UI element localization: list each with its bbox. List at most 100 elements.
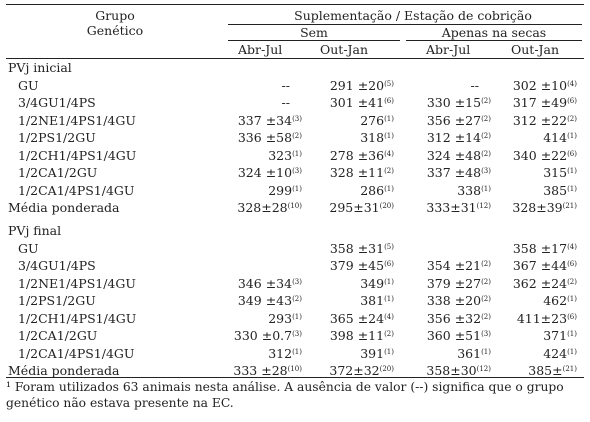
header-apenas: Apenas na secas [441,25,547,40]
cell-value: 330 ±0.7 [233,328,293,343]
row-label: 1/2NE1/4PS1/4GU [18,112,136,128]
table-cell: 330 ±15(2) [394,94,491,111]
table-cell: 312(1) [222,345,302,362]
table-cell: 291 ±20(5) [302,77,394,94]
table-cell: 365 ±24(4) [302,310,394,327]
table-cell: 391(1) [302,345,394,362]
table-cell: 360 ±51(3) [394,327,491,344]
header-sem: Sem [300,25,328,40]
table-cell [222,240,302,257]
table-cell: 336 ±58(2) [222,129,302,146]
cell-note: (2) [481,149,491,158]
row-label: GU [18,77,39,93]
cell-value: 315 [543,165,568,180]
cell-note: (4) [567,242,577,251]
table-row: 1/2CH1/4PS1/4GU 323(1) 278 ±36(4) 324 ±48(2… [0,147,590,164]
cell-note: (2) [292,132,302,140]
cell-value: 354 ±21 [426,258,482,273]
header-suplementacao: Suplementação / Estação de cobrição [294,8,532,23]
header-grupo: Grupo [95,8,135,23]
cell-note: (6) [567,149,577,158]
header-period-3: Abr-Jul [426,42,471,57]
cell-note: (21) [562,202,577,210]
cell-value: 338 [457,182,482,198]
table-row: 1/2CA1/2GU 330 ±0.7(3) 398 ±11(2) 360 ±51(3… [0,327,590,344]
cell-value: 302 ±10 [512,77,568,93]
cell-note: (1) [567,330,577,338]
cell-value: 328±39 [512,200,563,215]
cell-value: 424 [543,345,568,361]
cell-value: 381 [360,293,385,308]
table-cell: 302 ±10(4) [491,77,577,94]
table-cell: 362 ±24(2) [491,275,577,292]
table-cell: 293(1) [222,310,302,327]
footnote: ¹ Foram utilizados 63 animais nesta anál… [6,380,564,410]
cell-note: (20) [379,202,394,210]
table-cell: 323(1) [222,147,302,164]
section-title: PVj inicial [0,59,590,76]
cell-note: (2) [481,114,491,123]
table-cell: 318(1) [302,129,394,146]
table-row: 3/4GU1/4PS 379 ±45(6) 354 ±21(2) 367 ±44(6) [0,257,590,274]
cell-note: (1) [384,347,394,356]
row-label: 1/2PS1/2GU [18,130,96,145]
table-cell: 312 ±14(2) [394,129,491,146]
row-label: 1/2CH1/4PS1/4GU [18,310,137,326]
cell-note: (2) [481,97,491,105]
cell-value: 293 [268,310,293,326]
cell-note: (2) [481,295,491,303]
table-cell: 462(1) [491,292,577,309]
cell-value: 312 ±14 [426,130,482,145]
cell-note: (2) [384,167,394,175]
table-row: Média ponderada 328±28(10) 295±31(20) 333±3… [0,199,590,216]
cell-note: (1) [292,347,302,356]
cell-note: (1) [384,295,394,303]
cell-note: (1) [292,312,302,321]
cell-note: (2) [481,260,491,268]
cell-value: 324 ±10 [237,165,293,180]
cell-note: (2) [292,295,302,303]
cell-note: (4) [384,149,394,158]
cell-value: 340 ±22 [512,147,568,163]
table-cell: 328 ±11(2) [302,164,394,181]
cell-value: 379 ±45 [329,258,385,273]
table-cell: 340 ±22(6) [491,147,577,164]
cell-note: (6) [384,97,394,105]
row-label: 1/2CA1/2GU [18,328,98,343]
section-title-text: PVj inicial [8,60,72,75]
cell-note: (2) [567,114,577,123]
table-cell [222,257,302,274]
cell-note: (6) [384,260,394,268]
cell-note: (4) [567,79,577,88]
table-cell: 301 ±41(6) [302,94,394,111]
cell-value: 328 ±11 [329,165,385,180]
cell-value: 356 ±32 [426,310,482,326]
cell-note: (3) [292,167,302,175]
table-cell: 349 ±43(2) [222,292,302,309]
cell-note: (1) [481,184,491,193]
row-label: 1/2CA1/2GU [18,165,98,180]
table-cell: 338(1) [394,182,491,199]
cell-value: 312 [268,345,293,361]
table-top-rule [6,4,584,5]
table-cell: 295±31(20) [302,199,394,216]
cell-note: (3) [292,277,302,286]
cell-value: 358±30 [426,363,477,378]
cell-value: 338 ±20 [426,293,482,308]
row-label: GU [18,240,39,256]
header-period-2: Out-Jan [320,42,369,57]
row-label: Média ponderada [8,200,120,215]
table-bottom-rule [6,377,584,378]
cell-value: 337 ±48 [426,165,482,180]
cell-value: 336 ±58 [237,130,293,145]
cell-value: 324 ±48 [426,147,482,163]
cell-value: 358 ±31 [329,240,385,256]
row-label: 1/2CA1/4PS1/4GU [18,182,135,198]
table-row: 1/2CH1/4PS1/4GU 293(1) 365 ±24(4) 356 ±32(2… [0,310,590,327]
cell-note: (2) [481,132,491,140]
header-period-1: Abr-Jul [238,42,283,57]
cell-value: 372±32 [329,363,380,378]
table-row: 1/2NE1/4PS1/4GU 337 ±34(3) 276(1) 356 ±27(2… [0,112,590,129]
cell-note: (1) [292,184,302,193]
cell-value: 291 ±20 [329,77,385,93]
